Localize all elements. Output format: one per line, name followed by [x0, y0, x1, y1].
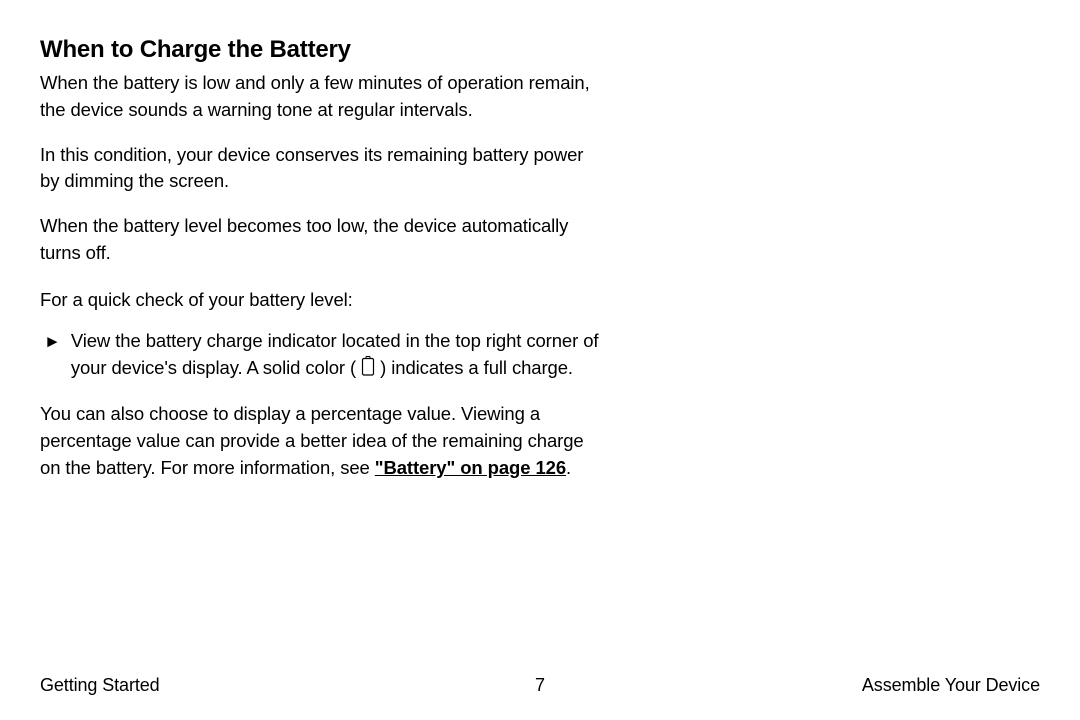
paragraph-5: You can also choose to display a percent…	[40, 401, 600, 481]
battery-cross-reference-link[interactable]: "Battery" on page 126	[375, 457, 566, 478]
paragraph-5-post: .	[566, 457, 571, 478]
section-heading: When to Charge the Battery	[40, 36, 600, 64]
page-content: When to Charge the Battery When the batt…	[40, 36, 600, 482]
bullet-text-post: ) indicates a full charge.	[380, 357, 573, 378]
paragraph-1: When the battery is low and only a few m…	[40, 70, 600, 124]
footer-page-number: 7	[535, 675, 545, 696]
page-footer: Getting Started 7 Assemble Your Device	[40, 675, 1040, 696]
footer-left: Getting Started	[40, 675, 160, 696]
bullet-text: View the battery charge indicator locate…	[71, 328, 600, 384]
bullet-marker: ►	[40, 328, 71, 384]
manual-page: When to Charge the Battery When the batt…	[0, 0, 1080, 720]
paragraph-3: When the battery level becomes too low, …	[40, 213, 600, 267]
paragraph-4: For a quick check of your battery level:	[40, 287, 600, 314]
bullet-item: ► View the battery charge indicator loca…	[40, 328, 600, 384]
battery-full-icon	[361, 356, 375, 384]
footer-right: Assemble Your Device	[862, 675, 1040, 696]
paragraph-2: In this condition, your device conserves…	[40, 142, 600, 196]
